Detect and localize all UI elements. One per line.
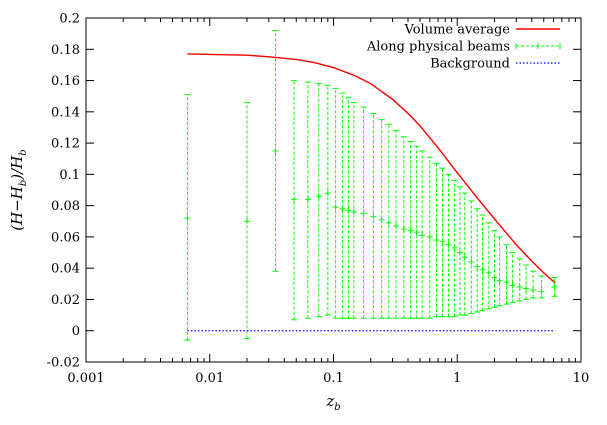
data-point-along-physical-beams xyxy=(426,156,433,319)
data-point-along-physical-beams xyxy=(332,87,339,319)
legend-entry-background: Background xyxy=(430,57,560,72)
data-point-along-physical-beams xyxy=(433,162,440,318)
y-tick-label: 0 xyxy=(72,324,80,339)
data-point-along-physical-beams xyxy=(378,119,385,319)
data-point-along-physical-beams xyxy=(360,106,367,319)
y-tick-label: 0.04 xyxy=(51,262,80,277)
x-tick-label: 1 xyxy=(453,371,461,386)
y-tick-label: 0.08 xyxy=(51,199,80,214)
data-point-along-physical-beams xyxy=(393,130,400,319)
y-tick-label: 0.1 xyxy=(59,168,80,183)
ticks-layer: 0.001 0.01 0.1 1 10 -0.02 0 0.02 0.04 0.06 0.08 0.1… xyxy=(47,12,590,387)
data-point-along-physical-beams xyxy=(272,30,279,272)
data-point-along-physical-beams xyxy=(184,94,191,341)
x-axis-label: zb​ xyxy=(325,392,340,413)
data-point-along-physical-beams xyxy=(468,200,475,315)
data-point-along-physical-beams xyxy=(315,83,322,318)
data-point-along-physical-beams xyxy=(291,80,298,321)
y-tick-label: -0.02 xyxy=(47,356,80,371)
legend-entry-along-physical-beams: Along physical beams xyxy=(366,40,561,55)
data-point-along-physical-beams xyxy=(451,180,458,318)
data-point-along-physical-beams xyxy=(324,84,331,316)
x-tick-label: 10 xyxy=(573,371,590,386)
series-line-volume-average xyxy=(187,53,556,284)
data-point-along-physical-beams xyxy=(407,141,414,319)
data-point-along-physical-beams xyxy=(530,270,537,299)
y-tick-label: 0.18 xyxy=(51,43,80,58)
lines-layer xyxy=(187,53,556,332)
data-point-along-physical-beams xyxy=(413,145,420,319)
legend: Volume average Along physical beams Backgr… xyxy=(366,23,561,72)
y-tick-label: 0.2 xyxy=(59,12,80,27)
x-tick-label: 0.01 xyxy=(195,371,224,386)
errorbars-layer xyxy=(184,30,558,341)
data-point-along-physical-beams xyxy=(503,244,510,305)
x-tick-label: 0.001 xyxy=(67,371,104,386)
data-point-along-physical-beams xyxy=(456,186,463,316)
data-point-along-physical-beams xyxy=(445,173,452,318)
data-point-along-physical-beams xyxy=(400,136,407,319)
y-tick-label: 0.06 xyxy=(51,230,80,245)
legend-label: Along physical beams xyxy=(366,40,510,55)
data-point-along-physical-beams xyxy=(485,222,492,310)
legend-entry-volume-average: Volume average xyxy=(404,23,560,38)
data-point-along-physical-beams xyxy=(370,112,377,319)
data-point-along-physical-beams xyxy=(496,236,503,307)
data-point-along-physical-beams xyxy=(479,214,486,311)
data-point-along-physical-beams xyxy=(345,97,352,319)
y-tick-label: 0.02 xyxy=(51,293,80,308)
data-point-along-physical-beams xyxy=(350,101,357,319)
data-point-along-physical-beams xyxy=(491,230,498,308)
legend-label: Volume average xyxy=(404,23,511,38)
legend-label: Background xyxy=(430,57,510,72)
y-tick-label: 0.16 xyxy=(51,74,80,89)
data-point-along-physical-beams xyxy=(419,150,426,319)
data-point-along-physical-beams xyxy=(516,258,523,302)
data-point-along-physical-beams xyxy=(523,264,530,300)
data-point-along-physical-beams xyxy=(244,101,251,340)
y-tick-label: 0.14 xyxy=(51,105,80,120)
x-tick-label: 0.1 xyxy=(323,371,344,386)
data-point-along-physical-beams xyxy=(439,167,446,318)
data-point-along-physical-beams xyxy=(304,81,311,319)
data-point-along-physical-beams xyxy=(538,275,545,299)
y-axis-label: (H−Hb​)/Hb​ xyxy=(8,149,29,230)
data-point-along-physical-beams xyxy=(509,252,516,304)
data-point-along-physical-beams xyxy=(474,208,481,313)
data-point-along-physical-beams xyxy=(551,277,558,297)
data-point-along-physical-beams xyxy=(461,192,468,316)
data-point-along-physical-beams xyxy=(339,92,346,319)
y-tick-label: 0.12 xyxy=(51,137,80,152)
data-point-along-physical-beams xyxy=(385,123,392,319)
